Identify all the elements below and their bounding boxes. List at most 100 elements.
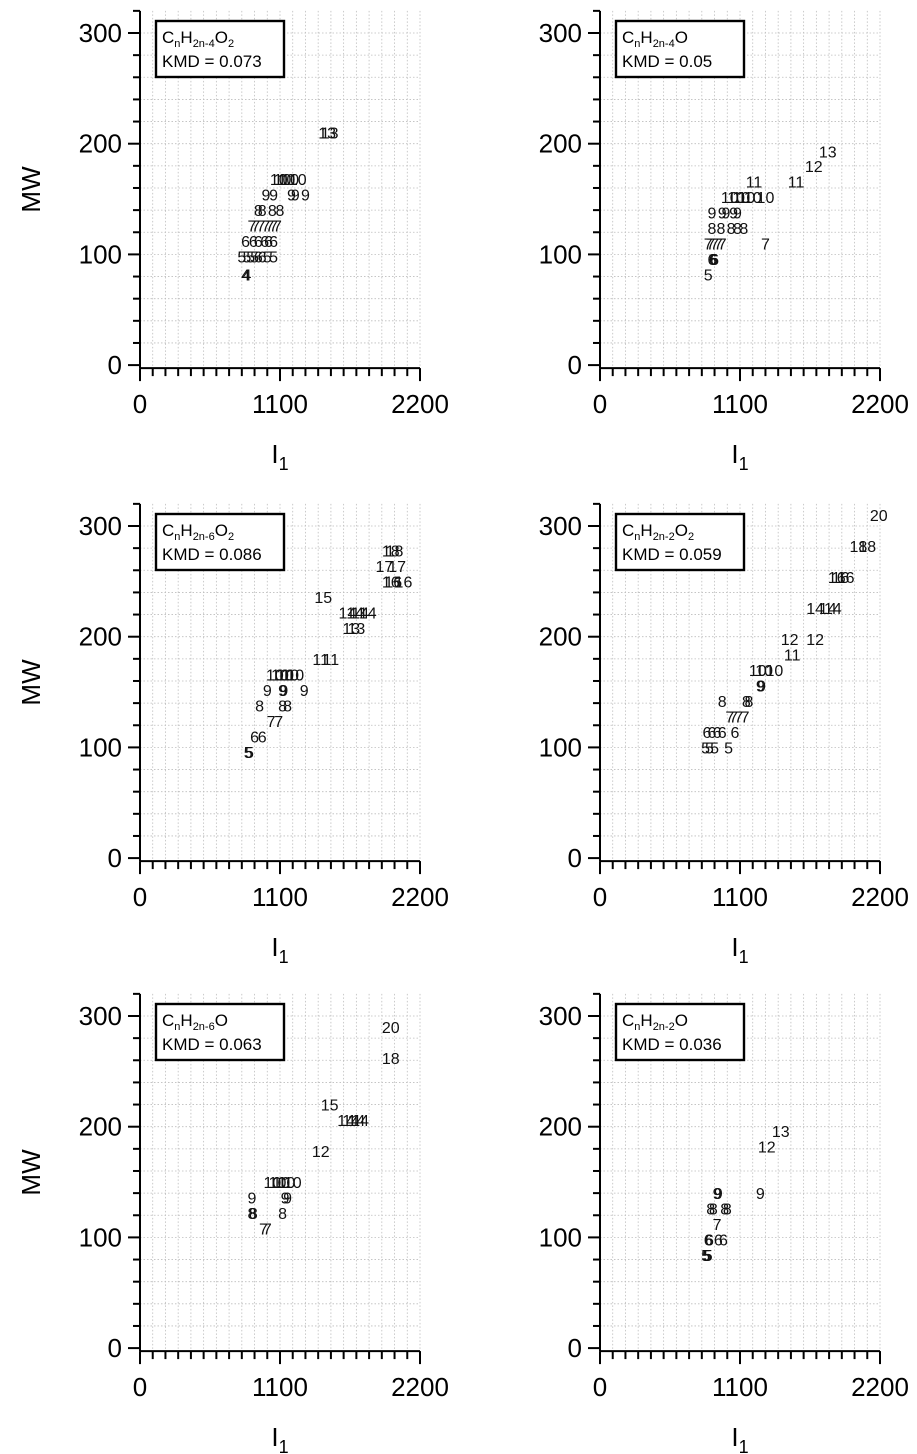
legend-kmd: KMD = 0.086 — [162, 545, 262, 564]
grid — [600, 10, 881, 369]
x-tick-label: 2200 — [391, 882, 449, 912]
data-point: 13 — [321, 126, 339, 143]
data-point: 13 — [819, 144, 837, 161]
y-tick-label: 300 — [539, 1001, 582, 1031]
y-tick-label: 200 — [79, 622, 122, 652]
data-point: 9 — [718, 205, 727, 222]
data-point: 10 — [276, 667, 294, 684]
data-point: 12 — [758, 1140, 776, 1157]
data-point: 7 — [725, 709, 734, 726]
data-point: 7 — [248, 219, 257, 236]
x-tick-label: 2200 — [391, 389, 449, 419]
data-point: 7 — [251, 219, 260, 236]
data-point: 18 — [382, 543, 400, 560]
data-point: 10 — [270, 172, 288, 189]
y-axis-label: MW — [16, 1149, 46, 1196]
legend-box — [154, 512, 286, 572]
data-point: 9 — [283, 1191, 292, 1208]
data-point: 10 — [284, 1175, 302, 1192]
y-tick-label: 200 — [79, 1112, 122, 1142]
data-point: 8 — [249, 1206, 258, 1223]
data-point: 8 — [254, 203, 263, 220]
data-point: 16 — [828, 570, 846, 587]
legend-kmd: KMD = 0.059 — [622, 545, 722, 564]
data-point: 8 — [720, 1202, 729, 1219]
x-tick-label: 0 — [133, 389, 147, 419]
data-point: 6 — [710, 252, 719, 269]
grid — [140, 993, 421, 1352]
data-point: 10 — [272, 1175, 290, 1192]
data-point: 16 — [384, 574, 402, 591]
data-point: 11 — [784, 647, 801, 664]
data-point: 7 — [262, 219, 271, 236]
data-point: 12 — [805, 159, 823, 176]
data-point: 8 — [258, 203, 267, 220]
data-point: 10 — [286, 667, 304, 684]
y-tick-label: 300 — [79, 1001, 122, 1031]
data-point: 6 — [730, 725, 739, 742]
data-point: 7 — [265, 219, 274, 236]
data-point: 8 — [733, 221, 742, 238]
x-axis-label: I1 — [731, 1422, 748, 1454]
data-point: 10 — [732, 190, 750, 207]
data-point: 15 — [321, 1098, 339, 1115]
y-tick-label: 100 — [79, 732, 122, 762]
data-point: 6 — [713, 725, 722, 742]
data-point: 7 — [713, 1217, 722, 1234]
data-point: 10 — [755, 663, 773, 680]
x-tick-label: 1100 — [252, 882, 308, 912]
x-axis-label: I1 — [271, 932, 288, 967]
y-tick-label: 200 — [539, 1112, 582, 1142]
data-point: 10 — [266, 667, 284, 684]
data-point: 8 — [248, 1206, 257, 1223]
data-point: 6 — [718, 725, 727, 742]
x-axis-label: I1 — [271, 439, 288, 474]
x-tick-label: 1100 — [712, 1372, 768, 1402]
data-point: 10 — [744, 190, 762, 207]
data-point: 8 — [278, 698, 287, 715]
data-point: 11 — [788, 174, 805, 191]
data-point: 8 — [709, 1202, 718, 1219]
x-tick-label: 0 — [133, 882, 147, 912]
data-point: 5 — [237, 250, 246, 267]
data-point: 17 — [388, 559, 406, 576]
data-point: 14 — [351, 1113, 369, 1130]
data-point: 4 — [242, 267, 251, 284]
data-point: 14 — [359, 605, 377, 622]
data-point: 8 — [706, 1202, 715, 1219]
data-point: 7 — [714, 236, 723, 253]
data-point: 5 — [246, 250, 255, 267]
data-point: 13 — [347, 621, 365, 638]
data-point: 6 — [258, 729, 267, 746]
data-point: 7 — [273, 219, 282, 236]
data-point: 5 — [702, 1248, 711, 1265]
data-point: 8 — [268, 203, 277, 220]
data-point: 9 — [278, 683, 287, 700]
legend-box — [614, 1002, 746, 1062]
y-tick-label: 100 — [539, 732, 582, 762]
data-point: 9 — [713, 1186, 722, 1203]
data-point: 9 — [291, 188, 300, 205]
data-point: 8 — [739, 221, 748, 238]
legend-kmd: KMD = 0.05 — [622, 52, 712, 71]
data-point: 9 — [287, 188, 296, 205]
x-tick-label: 1100 — [712, 882, 768, 912]
data-point: 6 — [254, 250, 263, 267]
data-point: 9 — [729, 205, 738, 222]
data-point: 16 — [395, 574, 413, 591]
data-point: 8 — [723, 1202, 732, 1219]
y-tick-label: 300 — [79, 18, 122, 48]
data-point: 8 — [708, 221, 717, 238]
data-point: 7 — [256, 219, 265, 236]
y-tick-label: 0 — [108, 350, 122, 380]
data-point: 7 — [741, 709, 750, 726]
x-tick-label: 1100 — [252, 1372, 308, 1402]
data-point: 6 — [708, 252, 717, 269]
data-point: 10 — [263, 1175, 281, 1192]
data-point: 10 — [721, 190, 739, 207]
data-point: 7 — [710, 236, 719, 253]
data-point: 8 — [742, 694, 751, 711]
data-point: 11 — [746, 174, 763, 191]
